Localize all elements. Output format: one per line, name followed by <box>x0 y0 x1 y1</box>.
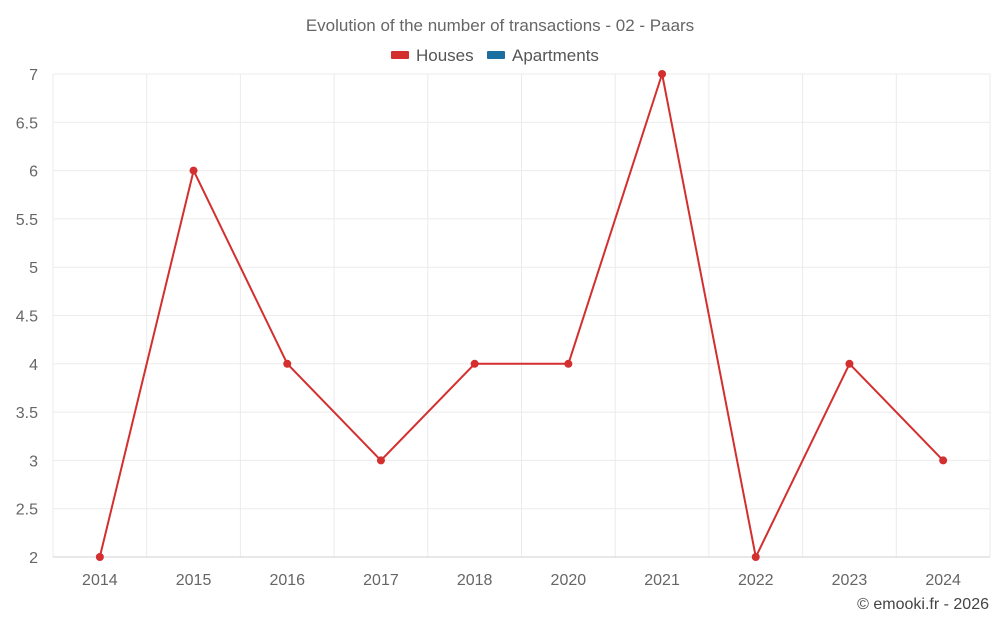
data-point[interactable] <box>658 70 667 78</box>
x-tick-label: 2014 <box>82 572 118 589</box>
y-tick-label: 5.5 <box>16 212 38 229</box>
grid <box>52 73 991 558</box>
chart-title: Evolution of the number of transactions … <box>306 16 694 35</box>
series-line <box>98 73 944 558</box>
data-point[interactable] <box>564 359 573 368</box>
legend: Houses Apartments <box>391 46 599 65</box>
y-tick-label: 6.5 <box>16 115 38 132</box>
data-point[interactable] <box>283 359 292 368</box>
y-tick-label: 7 <box>29 67 38 84</box>
x-tick-label: 2023 <box>832 572 868 589</box>
y-tick-label: 5 <box>29 260 38 277</box>
x-tick-label: 2021 <box>644 572 680 589</box>
credit-text: © emooki.fr - 2026 <box>857 596 989 613</box>
data-point[interactable] <box>845 359 854 368</box>
legend-swatch-apartments[interactable] <box>487 51 505 59</box>
x-tick-label: 2024 <box>925 572 961 589</box>
y-tick-label: 3 <box>29 453 38 470</box>
legend-swatch-houses[interactable] <box>391 51 409 59</box>
data-point[interactable] <box>376 456 385 465</box>
x-tick-label: 2022 <box>738 572 774 589</box>
y-tick-label: 3.5 <box>16 405 38 422</box>
legend-label-houses[interactable]: Houses <box>416 46 474 65</box>
data-point[interactable] <box>95 553 104 561</box>
y-tick-label: 2 <box>29 550 38 567</box>
legend-label-apartments[interactable]: Apartments <box>512 46 599 65</box>
x-tick-label: 2016 <box>269 572 305 589</box>
x-axis: 2014 2015 2016 2017 2018 2020 2021 2022 2023 2024 <box>53 556 990 589</box>
y-axis: 2 2.5 3 3.5 4 4.5 5 5.5 6 6.5 7 <box>16 67 38 567</box>
y-tick-label: 2.5 <box>16 502 38 519</box>
y-tick-label: 6 <box>29 164 38 181</box>
data-point[interactable] <box>470 359 479 368</box>
x-tick-label: 2020 <box>551 572 587 589</box>
y-tick-label: 4.5 <box>16 309 38 326</box>
x-tick-label: 2017 <box>363 572 399 589</box>
data-point[interactable] <box>939 456 948 465</box>
data-point[interactable] <box>189 166 198 175</box>
x-tick-label: 2018 <box>457 572 493 589</box>
series-houses <box>95 70 948 561</box>
y-tick-label: 4 <box>29 357 38 374</box>
data-point[interactable] <box>751 553 760 561</box>
x-tick-label: 2015 <box>176 572 212 589</box>
